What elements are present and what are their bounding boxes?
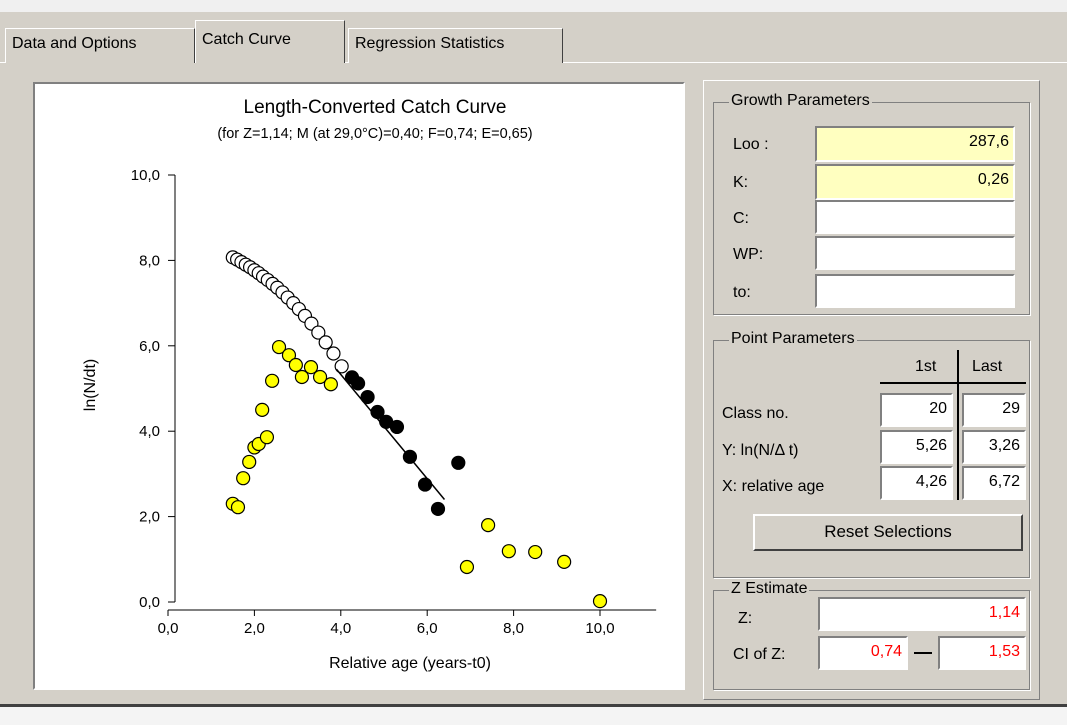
data-point — [417, 477, 433, 492]
x-tick-label: 10,0 — [585, 620, 614, 637]
data-point — [242, 454, 257, 470]
input-field[interactable]: 1,53 — [938, 636, 1026, 670]
data-point — [481, 518, 496, 533]
right-panel — [703, 80, 1040, 700]
y-tick-label: 0,0 — [139, 594, 160, 611]
x-tick-label: 2,0 — [244, 620, 265, 637]
chart: Length-Converted Catch Curve (for Z=1,14;… — [82, 97, 657, 672]
input-field[interactable]: 4,26 — [880, 466, 953, 500]
data-point — [389, 419, 405, 435]
x-tick-label: 4,0 — [330, 620, 351, 637]
group-title: Growth Parameters — [729, 92, 872, 110]
data-point — [236, 471, 251, 486]
data-point — [255, 402, 270, 417]
data-point — [501, 544, 516, 559]
input-field[interactable]: 1,14 — [818, 597, 1026, 631]
data-point — [528, 544, 543, 560]
divider — [957, 350, 959, 500]
data-point — [326, 346, 341, 361]
tab[interactable]: Data and Options — [5, 28, 195, 63]
data-point — [318, 335, 333, 350]
y-axis-label: ln(N/dt) — [82, 359, 99, 411]
field-label: WP: — [733, 246, 764, 263]
data-point — [459, 559, 475, 575]
ci-label: CI of Z: — [733, 646, 786, 663]
data-point — [360, 389, 375, 405]
input-field[interactable]: 0,26 — [815, 164, 1015, 200]
input-field[interactable]: 29 — [962, 393, 1026, 427]
data-point — [288, 357, 303, 373]
group-title: Z Estimate — [729, 580, 810, 598]
input-field[interactable]: 5,26 — [880, 430, 953, 464]
group-title: Point Parameters — [729, 330, 857, 348]
data-point — [323, 377, 338, 392]
input-field[interactable] — [815, 274, 1015, 308]
field-label: to: — [733, 284, 751, 301]
field-label: C: — [733, 210, 749, 227]
z-label: Z: — [738, 610, 753, 627]
input-field[interactable]: 20 — [880, 393, 953, 427]
regression-line — [335, 368, 446, 500]
data-point — [281, 348, 297, 363]
chart-subtitle: (for Z=1,14; M (at 29,0°C)=0,40; F=0,74;… — [217, 126, 532, 142]
field-label: Loo : — [733, 136, 769, 153]
reset-button[interactable]: Reset Selections — [753, 514, 1023, 551]
data-point — [592, 594, 608, 609]
input-field[interactable]: 3,26 — [962, 430, 1026, 464]
divider — [880, 382, 1026, 384]
row-label: X: relative age — [722, 478, 825, 495]
input-field[interactable]: 287,6 — [815, 126, 1015, 162]
y-tick-label: 2,0 — [139, 509, 160, 526]
x-tick-label: 8,0 — [503, 620, 524, 637]
x-tick-label: 0,0 — [158, 620, 179, 637]
data-point — [312, 369, 328, 385]
data-point — [265, 373, 280, 388]
tab[interactable]: Catch Curve — [195, 20, 345, 63]
data-point — [334, 359, 349, 374]
bottom-strip — [0, 707, 1067, 725]
chart-title: Length-Converted Catch Curve — [244, 97, 507, 118]
tab[interactable]: Regression Statistics — [348, 28, 563, 63]
ci-dash — [914, 652, 932, 654]
input-field[interactable]: 0,74 — [818, 636, 908, 670]
input-field[interactable] — [815, 200, 1015, 234]
data-point — [430, 501, 446, 517]
y-tick-label: 6,0 — [139, 338, 160, 355]
row-label: Y: ln(N/Δ t) — [722, 442, 799, 459]
input-field[interactable] — [815, 236, 1015, 270]
field-label: K: — [733, 174, 749, 191]
data-point — [311, 325, 326, 340]
bottom-border — [0, 704, 1067, 707]
y-tick-label: 4,0 — [139, 423, 160, 440]
row-label: Class no. — [722, 405, 789, 422]
data-point — [271, 339, 287, 355]
data-point — [451, 455, 466, 470]
data-point — [294, 369, 310, 385]
column-header: Last — [972, 358, 1003, 375]
group-box — [713, 590, 1030, 690]
x-tick-label: 6,0 — [417, 620, 438, 637]
y-tick-label: 10,0 — [131, 167, 160, 184]
data-point — [350, 376, 366, 391]
data-point — [303, 360, 319, 375]
data-point — [259, 430, 275, 445]
y-tick-label: 8,0 — [139, 252, 160, 269]
group-box — [713, 340, 1030, 578]
top-strip — [0, 0, 1067, 12]
data-point — [557, 554, 572, 569]
x-axis-label: Relative age (years-t0) — [329, 655, 491, 672]
input-field[interactable]: 6,72 — [962, 466, 1026, 500]
column-header: 1st — [915, 358, 937, 375]
data-point — [230, 500, 246, 515]
